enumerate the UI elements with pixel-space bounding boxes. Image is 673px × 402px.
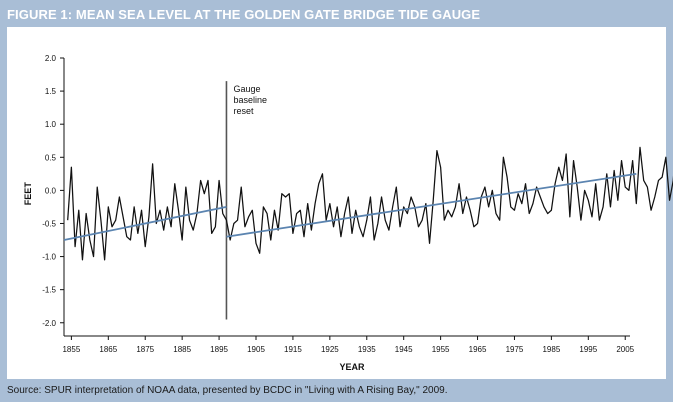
figure-title: FIGURE 1: MEAN SEA LEVEL AT THE GOLDEN G… [7,7,481,22]
x-tick-label: 1975 [506,345,524,354]
y-tick-label: 0.0 [45,186,57,195]
y-tick-label: 2.0 [45,54,57,63]
chart-panel [7,27,666,379]
x-tick-label: 1945 [395,345,413,354]
gauge-reset-label: baseline [233,95,267,105]
x-tick-label: 1985 [542,345,560,354]
gauge-reset-label: Gauge [233,84,260,94]
x-tick-label: 1925 [321,345,339,354]
y-tick-label: -2.0 [42,319,56,328]
y-tick-label: -0.5 [42,219,56,228]
x-axis-title: YEAR [339,362,365,372]
x-tick-label: 1955 [432,345,450,354]
x-tick-label: 1855 [62,345,80,354]
sea-level-series-line [67,146,673,261]
trend-line-2 [226,172,637,238]
x-tick-label: 1935 [358,345,376,354]
source-note: Source: SPUR interpretation of NOAA data… [7,385,448,396]
trend-line-1 [63,206,227,241]
y-axis-title: FEET [23,182,33,206]
x-tick-label: 1905 [247,345,265,354]
x-tick-label: 1865 [99,345,117,354]
x-tick-label: 1995 [579,345,597,354]
x-tick-label: 1965 [469,345,487,354]
y-tick-label: 1.0 [45,120,57,129]
y-tick-label: 0.5 [45,153,57,162]
y-tick-label: 1.5 [45,87,57,96]
x-tick-label: 1875 [136,345,154,354]
x-tick-label: 2005 [616,345,634,354]
y-tick-label: -1.5 [42,286,56,295]
y-tick-label: -1.0 [42,253,56,262]
x-tick-label: 1885 [173,345,191,354]
x-tick-label: 1915 [284,345,302,354]
x-tick-label: 1895 [210,345,228,354]
gauge-reset-label: reset [233,106,254,116]
